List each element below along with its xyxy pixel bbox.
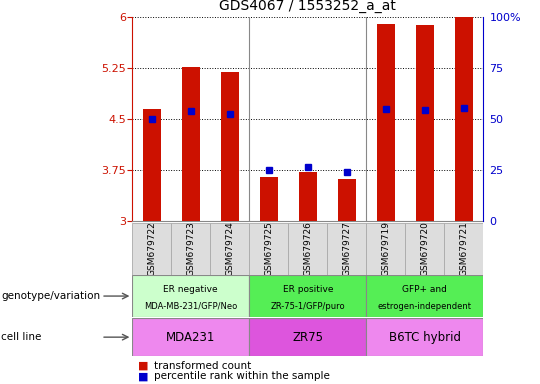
Text: cell line: cell line	[1, 332, 42, 342]
Bar	[132, 223, 171, 275]
Text: GSM679726: GSM679726	[303, 221, 312, 276]
Text: GSM679719: GSM679719	[381, 221, 390, 276]
Text: transformed count: transformed count	[154, 361, 251, 371]
Text: ER positive: ER positive	[282, 285, 333, 295]
Text: genotype/variation: genotype/variation	[1, 291, 100, 301]
Bar	[444, 223, 483, 275]
Bar	[406, 223, 444, 275]
Bar	[338, 179, 355, 221]
Text: GSM679724: GSM679724	[225, 221, 234, 276]
Bar	[416, 25, 434, 221]
Bar	[132, 275, 249, 317]
Bar	[249, 223, 288, 275]
Text: GSM679723: GSM679723	[186, 221, 195, 276]
Bar	[249, 275, 366, 317]
Text: estrogen-independent: estrogen-independent	[378, 302, 472, 311]
Bar	[377, 24, 395, 221]
Bar	[288, 223, 327, 275]
Bar	[132, 318, 249, 356]
Text: B6TC hybrid: B6TC hybrid	[389, 331, 461, 344]
Text: GFP+ and: GFP+ and	[402, 285, 447, 295]
Bar	[366, 318, 483, 356]
Text: ER negative: ER negative	[164, 285, 218, 295]
Text: MDA-MB-231/GFP/Neo: MDA-MB-231/GFP/Neo	[144, 302, 238, 311]
Bar	[210, 223, 249, 275]
Text: ■: ■	[138, 361, 148, 371]
Bar	[299, 172, 316, 221]
Bar	[366, 275, 483, 317]
Bar	[143, 109, 160, 221]
Bar	[171, 223, 210, 275]
Text: GSM679720: GSM679720	[420, 221, 429, 276]
Text: ZR-75-1/GFP/puro: ZR-75-1/GFP/puro	[271, 302, 345, 311]
Text: GSM679727: GSM679727	[342, 221, 352, 276]
Text: GSM679721: GSM679721	[460, 221, 468, 276]
Text: GSM679722: GSM679722	[147, 221, 156, 276]
Bar	[182, 67, 200, 221]
Bar	[455, 17, 472, 221]
Bar	[221, 72, 239, 221]
Title: GDS4067 / 1553252_a_at: GDS4067 / 1553252_a_at	[219, 0, 396, 13]
Bar	[327, 223, 366, 275]
Text: MDA231: MDA231	[166, 331, 215, 344]
Text: percentile rank within the sample: percentile rank within the sample	[154, 371, 330, 381]
Text: ZR75: ZR75	[292, 331, 323, 344]
Bar	[260, 177, 278, 221]
Bar	[249, 318, 366, 356]
Text: ■: ■	[138, 371, 148, 381]
Bar	[366, 223, 406, 275]
Text: GSM679725: GSM679725	[264, 221, 273, 276]
